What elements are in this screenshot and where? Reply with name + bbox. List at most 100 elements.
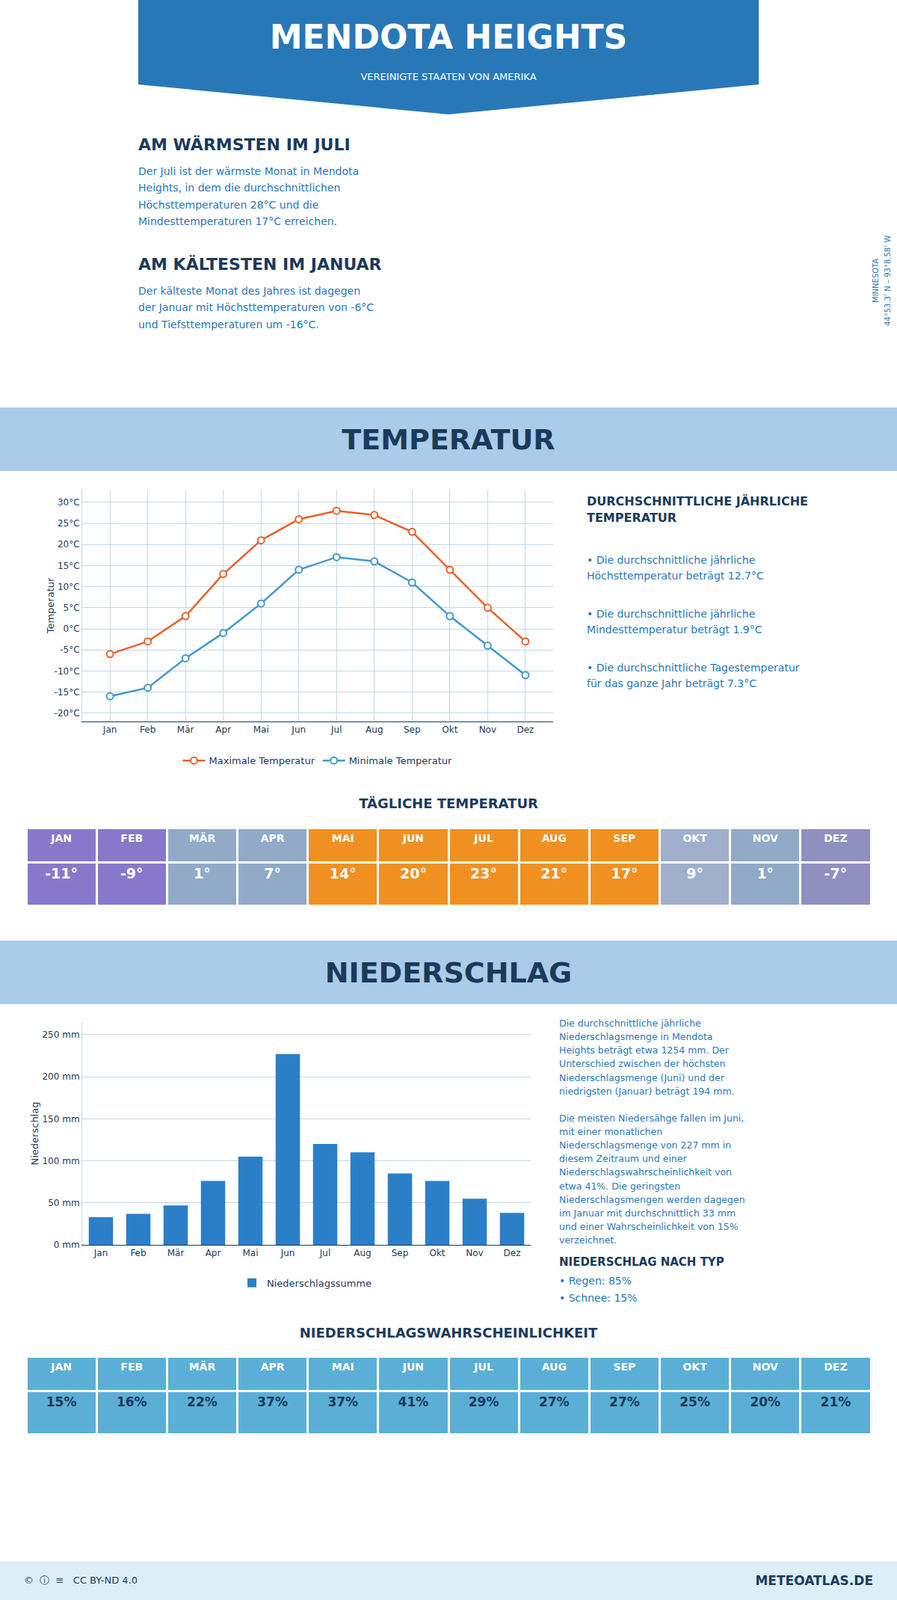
- svg-text:MÄR: MÄR: [189, 1360, 217, 1373]
- html-text:Die durchschnittliche jährlich: Die durchschnittliche jährliche Niedersc…: [559, 1017, 745, 1246]
- svg-text:1°: 1°: [756, 864, 774, 882]
- svg-text:27%: 27%: [538, 1394, 570, 1410]
- svg-text:Mär: Mär: [177, 724, 195, 735]
- svg-text:MAI: MAI: [331, 1360, 355, 1373]
- svg-text:-11°: -11°: [44, 864, 78, 882]
- svg-text:Jan: Jan: [102, 724, 118, 735]
- svg-text:Sep: Sep: [391, 1247, 409, 1259]
- svg-text:29%: 29%: [468, 1394, 500, 1410]
- svg-text:JAN: JAN: [50, 831, 72, 844]
- svg-text:OKT: OKT: [682, 1360, 708, 1373]
- svg-text:17°: 17°: [610, 864, 638, 882]
- svg-text:Jun: Jun: [290, 724, 306, 735]
- svg-text:-9°: -9°: [120, 864, 144, 882]
- svg-text:5°C: 5°C: [63, 602, 80, 613]
- svg-text:37%: 37%: [257, 1394, 288, 1410]
- svg-text:37%: 37%: [327, 1394, 359, 1410]
- svg-text:JAN: JAN: [50, 1360, 72, 1373]
- svg-text:23°: 23°: [470, 864, 498, 882]
- svg-text:Dez: Dez: [503, 1247, 522, 1259]
- svg-text:NOV: NOV: [752, 1360, 779, 1373]
- svg-text:0°C: 0°C: [63, 623, 80, 634]
- svg-text:Nov: Nov: [479, 724, 497, 735]
- svg-text:MAI: MAI: [331, 831, 355, 844]
- svg-text:FEB: FEB: [120, 831, 143, 844]
- svg-text:FEB: FEB: [120, 1360, 143, 1373]
- svg-text:41%: 41%: [398, 1394, 430, 1410]
- svg-text:-10°C: -10°C: [54, 666, 80, 677]
- svg-text:Maximale Temperatur: Maximale Temperatur: [209, 754, 316, 767]
- svg-text:Dez: Dez: [516, 724, 534, 735]
- svg-text:Mär: Mär: [167, 1247, 185, 1259]
- svg-text:Apr: Apr: [205, 1247, 222, 1259]
- svg-text:AUG: AUG: [541, 1360, 567, 1373]
- svg-text:25°C: 25°C: [57, 518, 80, 529]
- svg-text:7°: 7°: [263, 864, 282, 882]
- svg-text:Jul: Jul: [330, 724, 342, 735]
- svg-text:0 mm: 0 mm: [53, 1239, 80, 1250]
- svg-text:SEP: SEP: [612, 1360, 636, 1373]
- svg-text:Feb: Feb: [139, 724, 156, 735]
- svg-text:Nov: Nov: [465, 1247, 483, 1259]
- svg-text:TÄGLICHE TEMPERATUR: TÄGLICHE TEMPERATUR: [358, 795, 539, 812]
- svg-text:Aug: Aug: [365, 724, 383, 735]
- svg-text:JUL: JUL: [473, 831, 494, 844]
- svg-text:APR: APR: [260, 1360, 285, 1373]
- svg-text:Apr: Apr: [215, 724, 231, 735]
- svg-text:DEZ: DEZ: [823, 831, 847, 844]
- svg-text:Sep: Sep: [403, 724, 421, 735]
- svg-text:SEP: SEP: [612, 831, 636, 844]
- html-text:Der kälteste Monat des Jahres: Der kälteste Monat des Jahres ist dagege…: [138, 284, 374, 331]
- svg-text:50 mm: 50 mm: [47, 1197, 80, 1208]
- svg-text:MÄR: MÄR: [189, 831, 217, 844]
- svg-text:Jun: Jun: [280, 1247, 296, 1259]
- svg-text:Mai: Mai: [253, 724, 270, 735]
- svg-text:APR: APR: [260, 831, 285, 844]
- svg-text:22%: 22%: [186, 1394, 218, 1410]
- svg-text:9°: 9°: [686, 864, 704, 882]
- svg-text:-7°: -7°: [824, 864, 848, 882]
- svg-text:Okt: Okt: [429, 1247, 445, 1259]
- svg-text:Jan: Jan: [93, 1247, 109, 1259]
- svg-text:14°: 14°: [329, 864, 357, 882]
- svg-text:30°C: 30°C: [57, 497, 80, 508]
- html-text:MENDOTA HEIGHTS: MENDOTA HEIGHTS: [269, 17, 628, 57]
- svg-text:150 mm: 150 mm: [41, 1113, 80, 1125]
- svg-text:25%: 25%: [679, 1394, 711, 1410]
- svg-text:NOV: NOV: [752, 831, 779, 844]
- svg-text:250 mm: 250 mm: [41, 1029, 80, 1040]
- svg-text:15%: 15%: [46, 1394, 77, 1410]
- svg-text:21°: 21°: [540, 864, 568, 882]
- svg-text:27%: 27%: [609, 1394, 640, 1410]
- svg-text:20%: 20%: [749, 1394, 781, 1410]
- svg-text:Temperatur: Temperatur: [44, 577, 57, 634]
- svg-text:10°C: 10°C: [57, 581, 80, 593]
- svg-text:JUN: JUN: [402, 1360, 424, 1373]
- svg-text:Jul: Jul: [319, 1247, 331, 1259]
- svg-text:Mai: Mai: [242, 1247, 258, 1259]
- svg-text:-15°C: -15°C: [54, 686, 80, 698]
- html-text:Der Juli ist der wärmste Monat: Der Juli ist der wärmste Monat in Mendot…: [138, 165, 359, 228]
- svg-text:20°: 20°: [399, 864, 427, 882]
- svg-text:Okt: Okt: [441, 724, 458, 735]
- svg-text:21%: 21%: [820, 1394, 852, 1410]
- svg-text:Aug: Aug: [353, 1247, 371, 1259]
- svg-text:15°C: 15°C: [57, 560, 80, 572]
- svg-text:OKT: OKT: [682, 831, 708, 844]
- svg-text:DEZ: DEZ: [823, 1360, 847, 1373]
- svg-text:-20°C: -20°C: [54, 707, 80, 719]
- svg-text:-5°C: -5°C: [59, 644, 80, 655]
- svg-text:1°: 1°: [193, 864, 211, 882]
- svg-text:AUG: AUG: [541, 831, 567, 844]
- svg-text:JUL: JUL: [473, 1360, 494, 1373]
- svg-text:JUN: JUN: [402, 831, 424, 844]
- svg-text:16%: 16%: [116, 1394, 148, 1410]
- svg-text:Feb: Feb: [130, 1247, 146, 1259]
- svg-text:Minimale Temperatur: Minimale Temperatur: [349, 754, 453, 767]
- svg-text:Niederschlagssumme: Niederschlagssumme: [266, 1277, 372, 1289]
- svg-text:20°C: 20°C: [57, 538, 80, 550]
- svg-text:200 mm: 200 mm: [41, 1071, 80, 1082]
- svg-text:NIEDERSCHLAGSWAHRSCHEINLICHKEI: NIEDERSCHLAGSWAHRSCHEINLICHKEIT: [299, 1324, 598, 1341]
- svg-text:Niederschlag: Niederschlag: [29, 1101, 41, 1166]
- svg-text:100 mm: 100 mm: [41, 1155, 80, 1167]
